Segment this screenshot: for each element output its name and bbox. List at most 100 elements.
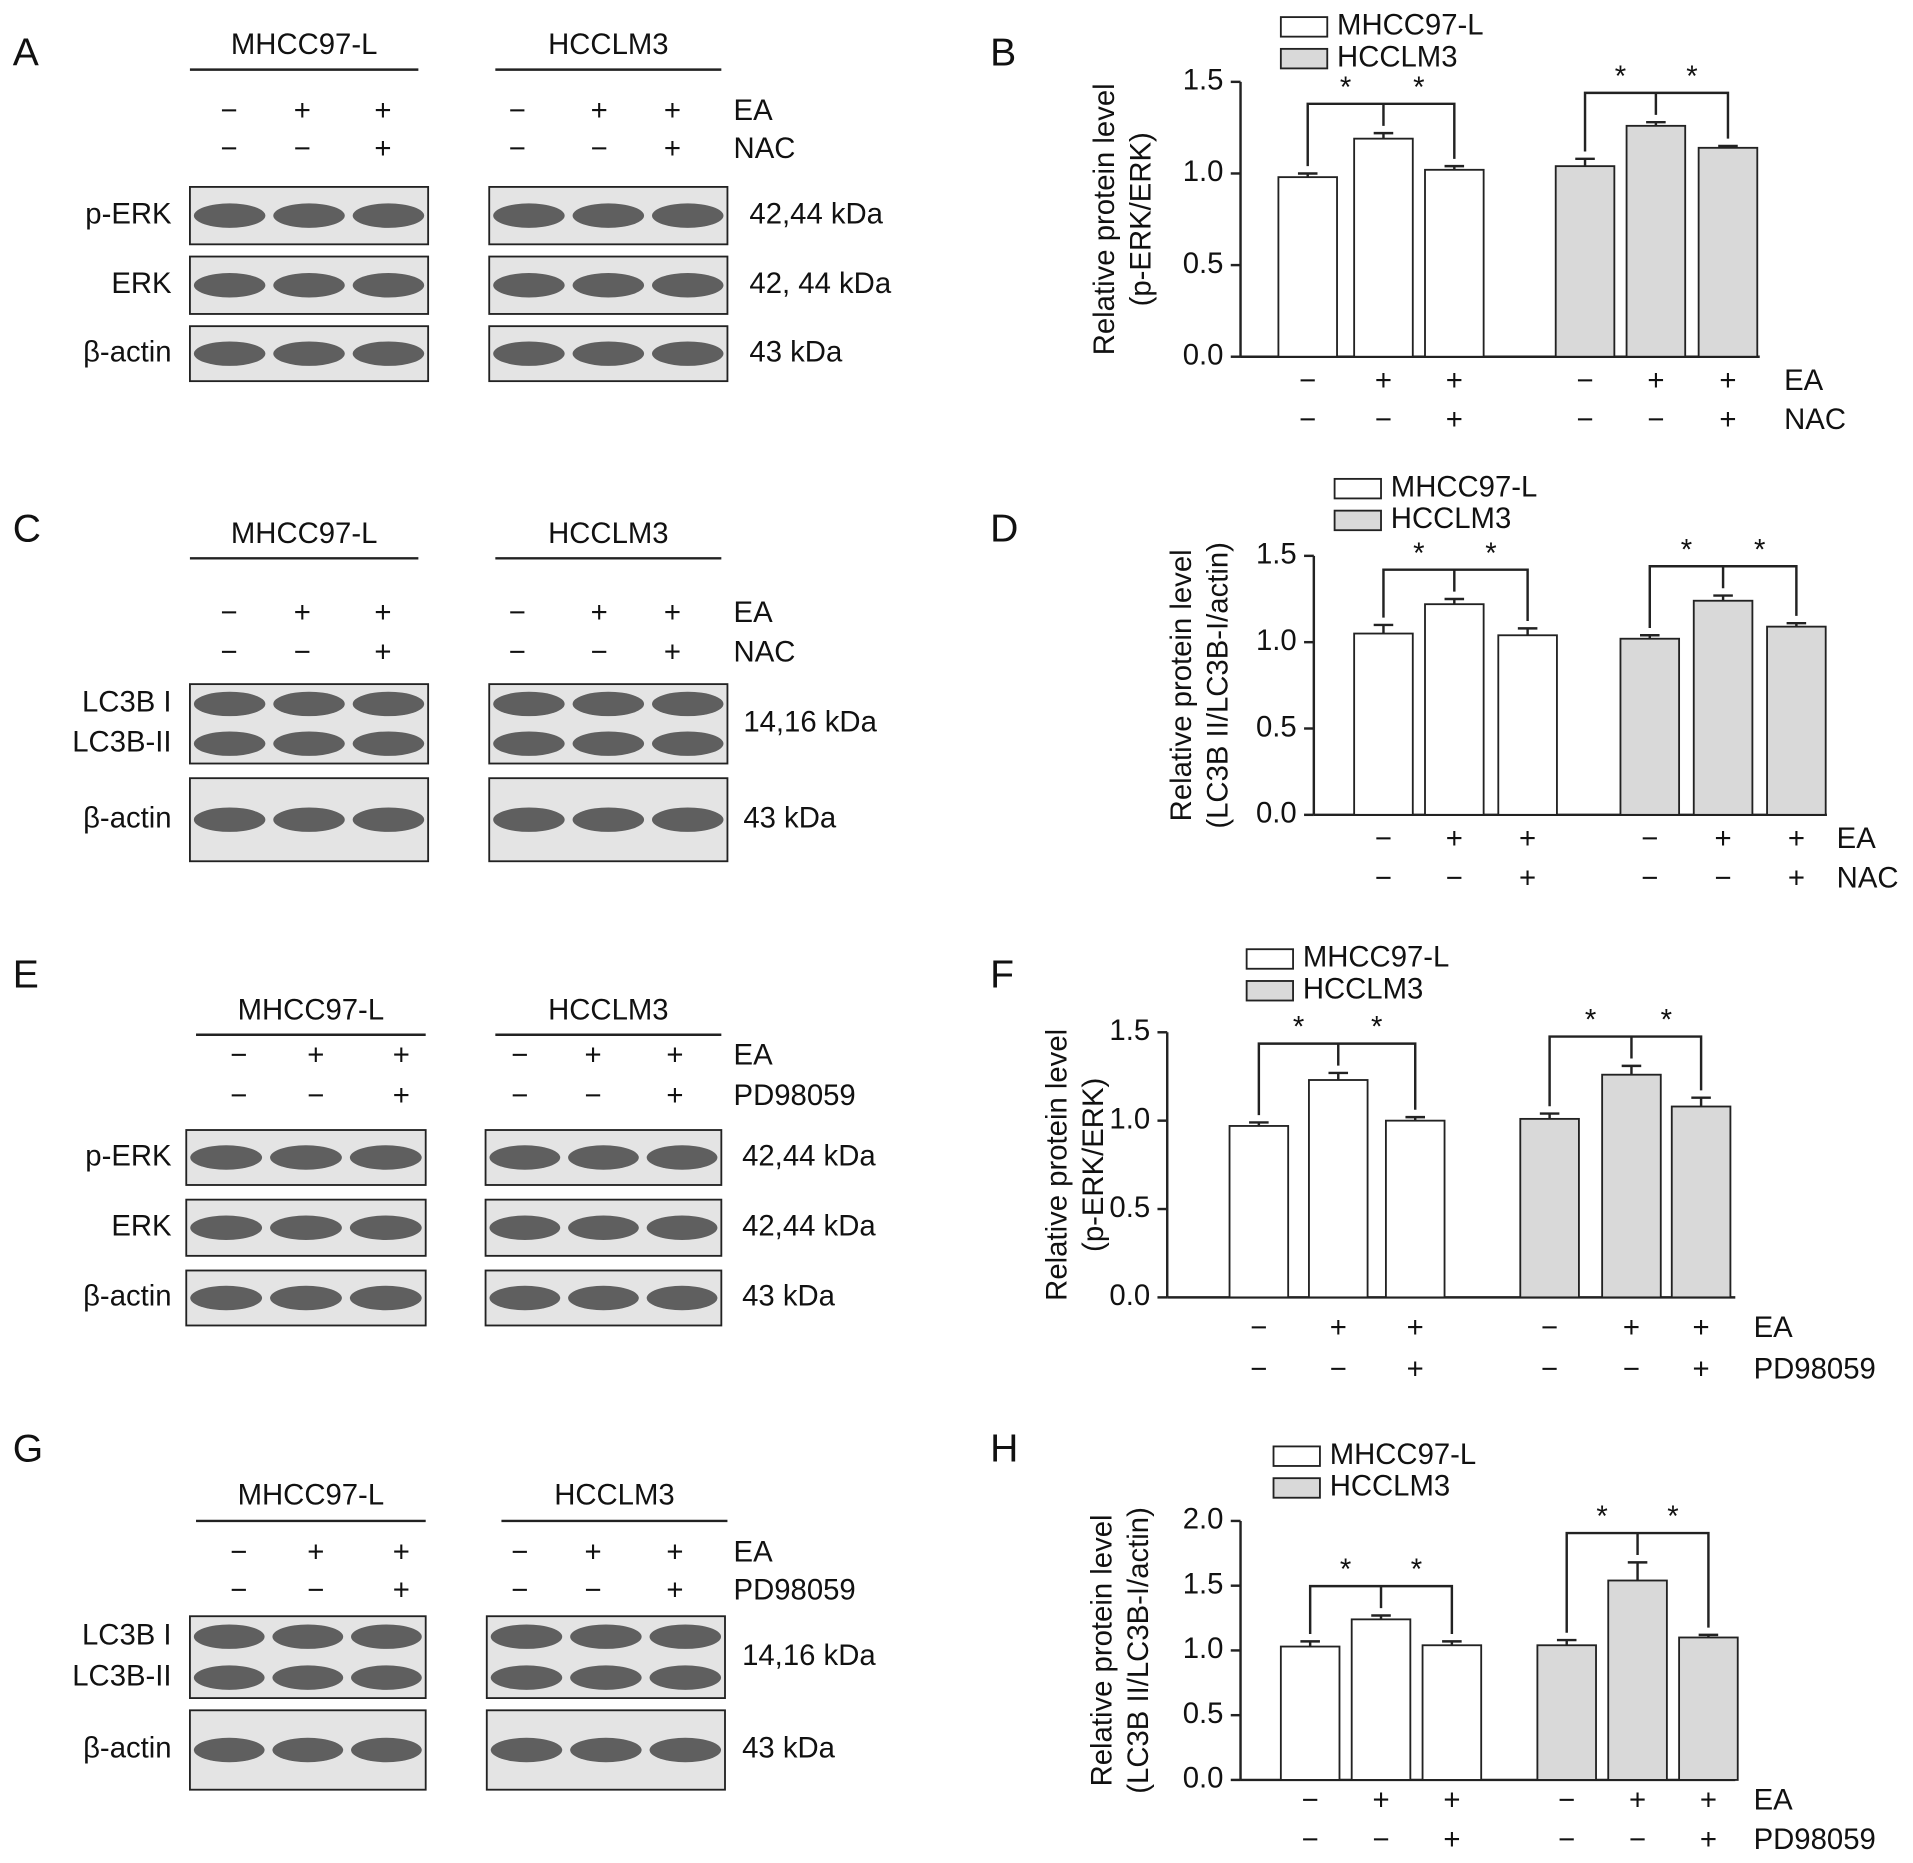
blot-band <box>652 203 724 228</box>
panel-letter: E <box>13 954 39 997</box>
blot-band <box>273 807 345 832</box>
legend-label: MHCC97-L <box>1391 470 1538 503</box>
treatment-name: PD98059 <box>734 1079 856 1112</box>
error-bar <box>1640 634 1660 639</box>
significance-star: * <box>1596 1500 1607 1533</box>
treatment-sign: + <box>666 1536 683 1569</box>
blot-band <box>352 731 425 756</box>
treatment-sign: − <box>585 1079 602 1112</box>
treatment-sign: + <box>1788 822 1805 855</box>
legend-swatch <box>1272 1445 1321 1467</box>
significance-star: * <box>1413 537 1424 570</box>
protein-label: p-ERK <box>85 1139 172 1172</box>
treatment-name: NAC <box>1784 403 1846 436</box>
treatment-sign: − <box>511 1574 528 1607</box>
blot-band <box>652 341 724 366</box>
error-bar <box>1698 1633 1719 1638</box>
treatment-sign: + <box>393 1079 410 1112</box>
blot-band <box>193 807 266 832</box>
significance-star: * <box>1661 1004 1672 1037</box>
bar <box>1519 1117 1580 1299</box>
blot-band <box>273 341 345 366</box>
treatment-sign: + <box>1693 1352 1710 1385</box>
error-bar <box>1328 1071 1349 1081</box>
y-tick-label: 1.0 <box>1256 624 1297 657</box>
significance-star: * <box>1681 533 1692 566</box>
treatment-sign: − <box>1299 403 1316 436</box>
blot-band <box>193 1624 265 1649</box>
treatment-sign: + <box>1407 1352 1424 1385</box>
treatment-name: EA <box>734 1536 774 1569</box>
cell-line-label: MHCC97-L <box>238 1478 385 1511</box>
blot-band <box>273 731 345 756</box>
treatment-sign: − <box>1641 861 1658 894</box>
treatment-name: EA <box>1784 364 1824 397</box>
error-bar <box>1575 157 1595 167</box>
blot-band <box>652 731 724 756</box>
treatment-sign: − <box>230 1079 247 1112</box>
blot-band <box>572 731 645 756</box>
legend-swatch <box>1333 477 1382 500</box>
legend-label: HCCLM3 <box>1303 972 1423 1005</box>
panel-letter: A <box>13 31 39 74</box>
protein-label: β-actin <box>83 1732 172 1765</box>
blot-band <box>351 1665 422 1690</box>
legend-label: MHCC97-L <box>1337 9 1484 42</box>
error-bar <box>1713 594 1733 601</box>
cell-line-label: HCCLM3 <box>554 1478 674 1511</box>
significance-star: * <box>1340 71 1351 104</box>
treatment-sign: − <box>585 1574 602 1607</box>
blot-band <box>273 691 345 717</box>
bar <box>1228 1125 1290 1299</box>
treatment-sign: + <box>374 596 391 629</box>
treatment-sign: − <box>509 635 526 668</box>
blot-band <box>349 1145 422 1170</box>
blot-band <box>352 807 425 832</box>
treatment-sign: + <box>374 94 391 127</box>
legend-swatch <box>1245 948 1294 970</box>
treatment-sign: + <box>1330 1311 1347 1344</box>
blot-band <box>352 273 425 298</box>
treatment-sign: − <box>1375 822 1392 855</box>
panel-letter: F <box>990 954 1014 997</box>
bar <box>1384 1119 1446 1299</box>
treatment-sign: + <box>1623 1311 1640 1344</box>
treatment-sign: − <box>591 635 608 668</box>
treatment-sign: − <box>230 1574 247 1607</box>
treatment-sign: − <box>1541 1311 1558 1344</box>
treatment-sign: + <box>591 596 608 629</box>
blot-band <box>352 203 425 228</box>
treatment-sign: − <box>1715 861 1732 894</box>
y-axis-label: (p-ERK/ERK) <box>1125 132 1158 306</box>
blot-band <box>646 1285 718 1311</box>
molecular-weight: 43 kDa <box>749 335 843 368</box>
blot-band <box>572 691 645 717</box>
treatment-sign: − <box>220 94 237 127</box>
blot-band <box>572 273 645 298</box>
treatment-sign: − <box>1299 364 1316 397</box>
blot-band <box>649 1737 722 1763</box>
treatment-sign: + <box>1375 364 1392 397</box>
molecular-weight: 14,16 kDa <box>742 1639 876 1672</box>
y-tick-label: 1.0 <box>1183 155 1224 188</box>
error-bar <box>1297 172 1318 178</box>
blot-band <box>570 1737 642 1763</box>
error-bar <box>1539 1112 1560 1119</box>
error-bar <box>1621 1064 1642 1075</box>
y-tick-label: 1.5 <box>1256 538 1297 571</box>
treatment-sign: + <box>1700 1784 1717 1817</box>
protein-label: ERK <box>111 267 172 300</box>
treatment-sign: − <box>1623 1352 1640 1385</box>
treatment-name: EA <box>734 1038 774 1071</box>
blot-band <box>652 807 724 832</box>
bar <box>1353 137 1414 358</box>
error-bar <box>1371 1614 1391 1620</box>
protein-label: β-actin <box>83 1280 172 1313</box>
treatment-sign: + <box>294 596 311 629</box>
bar <box>1625 124 1687 358</box>
y-tick-label: 0.5 <box>1183 247 1224 280</box>
treatment-sign: − <box>1647 403 1664 436</box>
blot-band <box>646 1215 718 1240</box>
error-bar <box>1444 597 1465 605</box>
